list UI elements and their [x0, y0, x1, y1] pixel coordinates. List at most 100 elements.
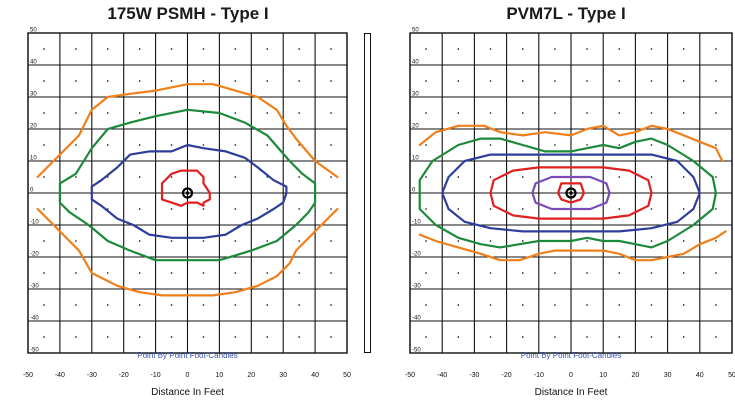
grid-dot [618, 176, 620, 178]
grid-dot [138, 144, 141, 146]
chart-right: 50 40 30 20 10 0 -10 -20 -30 -40 -50 -50 -40 -30 -20 -1… [405, 28, 735, 399]
grid-dot [266, 336, 268, 338]
grid-dot [298, 80, 300, 82]
chart-title-left: 175W PSMH - Type I [107, 4, 269, 23]
grid-dot [650, 336, 653, 338]
grid-dot [107, 176, 109, 178]
grid-dot [138, 80, 141, 82]
grid-dot [202, 304, 205, 306]
grid-dot [425, 336, 427, 338]
grid-dot [43, 240, 45, 242]
grid-dot [715, 208, 717, 210]
grid-dot [522, 80, 524, 82]
grid-dot [715, 240, 717, 242]
grid-dot [425, 176, 427, 178]
y-tick-label: -40 [30, 316, 39, 322]
chart-left: 50 40 30 20 10 0 -10 -20 -30 -40 -50 -50 -40 -30 -20 -1… [23, 28, 351, 399]
y-tick-label: 30 [30, 92, 37, 98]
grid-dot [202, 208, 205, 210]
grid-dot [234, 336, 237, 338]
grid-dot [138, 176, 141, 178]
grid-dot [683, 176, 685, 178]
grid-dot [202, 48, 205, 50]
grid-dot [425, 144, 427, 146]
grid-dot [298, 144, 300, 146]
grid-dot [43, 272, 45, 274]
x-tick-label: 40 [696, 372, 704, 379]
grid-dot [489, 176, 492, 178]
grid-dot [457, 240, 459, 242]
grid-dot [715, 336, 717, 338]
grid-dot [202, 336, 205, 338]
grid-dot [202, 240, 205, 242]
y-tick-label: 50 [412, 28, 419, 34]
grid-dot [425, 304, 427, 306]
chart-caption: Point By Point Foot-Candles [137, 351, 238, 360]
x-tick-label: 30 [279, 372, 287, 379]
grid-dot [554, 48, 556, 50]
grid-dot [618, 272, 620, 274]
contour-line [36, 83, 339, 179]
x-axis-label: Distance In Feet [151, 387, 224, 398]
grid-dot [586, 144, 588, 146]
y-tick-label: -30 [412, 284, 421, 290]
y-tick-label: 10 [30, 156, 37, 162]
grid-dot [586, 48, 588, 50]
grid-dot [43, 208, 45, 210]
grid-dot [330, 176, 332, 178]
x-tick-label: -20 [502, 372, 512, 379]
grid-dot [330, 208, 332, 210]
grid-dot [138, 208, 141, 210]
grid-dot [715, 112, 717, 114]
grid-dot [170, 304, 173, 306]
grid-dot [170, 144, 173, 146]
grid-dot [266, 272, 268, 274]
chart-title-right: PVM7L - Type I [506, 4, 626, 23]
grid-dot [457, 304, 459, 306]
grid-dot [330, 336, 332, 338]
grid-dot [425, 48, 427, 50]
grid-dot [554, 272, 556, 274]
grid-dot [298, 240, 300, 242]
grid-dot [683, 48, 685, 50]
grid-dot [170, 240, 173, 242]
x-tick-label: -50 [405, 372, 415, 379]
y-tick-label: -20 [30, 252, 39, 258]
contour-line [58, 108, 317, 262]
grid-dot [266, 240, 268, 242]
grid-dot [330, 272, 332, 274]
grid-dot [457, 80, 459, 82]
contour-line [418, 230, 727, 262]
grid-dot [457, 208, 459, 210]
grid-dot [107, 48, 109, 50]
grid-dot [330, 80, 332, 82]
y-tick-label: 0 [412, 188, 416, 194]
y-tick-label: 10 [412, 156, 419, 162]
grid-dot [522, 336, 524, 338]
chart-caption: Point By Point Foot-Candles [521, 351, 622, 360]
grid-dot [330, 304, 332, 306]
contour-line [557, 182, 585, 204]
grid-dot [298, 272, 300, 274]
grid-dot [43, 176, 45, 178]
grid-dot [650, 208, 653, 210]
grid-dot [234, 272, 237, 274]
x-tick-label: -40 [437, 372, 447, 379]
grid-dot [298, 304, 300, 306]
y-tick-label: 40 [412, 60, 419, 66]
grid-dot [683, 304, 685, 306]
plot-area: 50 40 30 20 10 0 -10 -20 -30 -40 -50 -50 -40 -30 -20 -1… [23, 28, 351, 399]
grid-dot [554, 336, 556, 338]
grid-dot [457, 48, 459, 50]
grid-dot [75, 304, 77, 306]
y-tick-label: 20 [30, 124, 37, 130]
grid-dot [298, 48, 300, 50]
x-tick-label: 40 [311, 372, 319, 379]
grid-dot [489, 336, 492, 338]
grid-dot [107, 144, 109, 146]
grid-dot [425, 112, 427, 114]
grid-dot [586, 240, 588, 242]
grid-dot [457, 272, 459, 274]
grid-dot [43, 48, 45, 50]
grid-dot [522, 208, 524, 210]
